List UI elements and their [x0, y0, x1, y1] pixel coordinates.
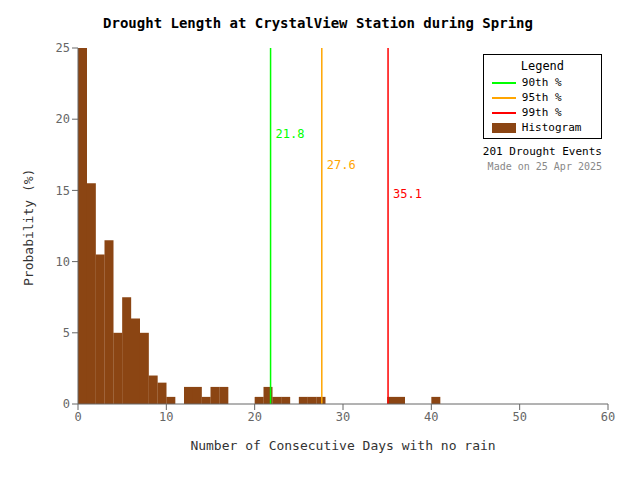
html-text:Made on 25 Apr 2025: Made on 25 Apr 2025	[487, 161, 602, 172]
svg-text:0: 0	[63, 397, 70, 411]
svg-text:20: 20	[247, 410, 261, 424]
svg-text:35.1: 35.1	[393, 187, 422, 201]
svg-text:21.8: 21.8	[276, 127, 305, 141]
svg-text:5: 5	[63, 326, 70, 340]
html-text:95th %: 95th %	[521, 91, 562, 104]
html-text:90th %: 90th %	[521, 76, 562, 89]
svg-text:10: 10	[56, 255, 70, 269]
svg-text:10: 10	[159, 410, 173, 424]
html-text:Histogram: Histogram	[521, 121, 582, 134]
svg-text:Probability (%): Probability (%)	[21, 169, 36, 286]
html-text:Drought Length at CrystalView: Drought Length at CrystalView Station du…	[103, 15, 533, 31]
svg-text:Number of Consecutive Days wit: Number of Consecutive Days with no rain	[190, 438, 495, 453]
html-text:99th %: 99th %	[521, 106, 562, 119]
html-text:201 Drought Events: 201 Drought Events	[482, 145, 602, 158]
svg-text:60: 60	[601, 410, 615, 424]
html-text:Legend: Legend	[520, 59, 565, 73]
svg-text:40: 40	[424, 410, 438, 424]
svg-text:20: 20	[56, 112, 70, 126]
svg-text:27.6: 27.6	[327, 158, 356, 172]
svg-text:0: 0	[74, 410, 81, 424]
svg-text:50: 50	[512, 410, 526, 424]
svg-text:30: 30	[336, 410, 350, 424]
svg-text:25: 25	[56, 41, 70, 55]
svg-text:15: 15	[56, 184, 70, 198]
